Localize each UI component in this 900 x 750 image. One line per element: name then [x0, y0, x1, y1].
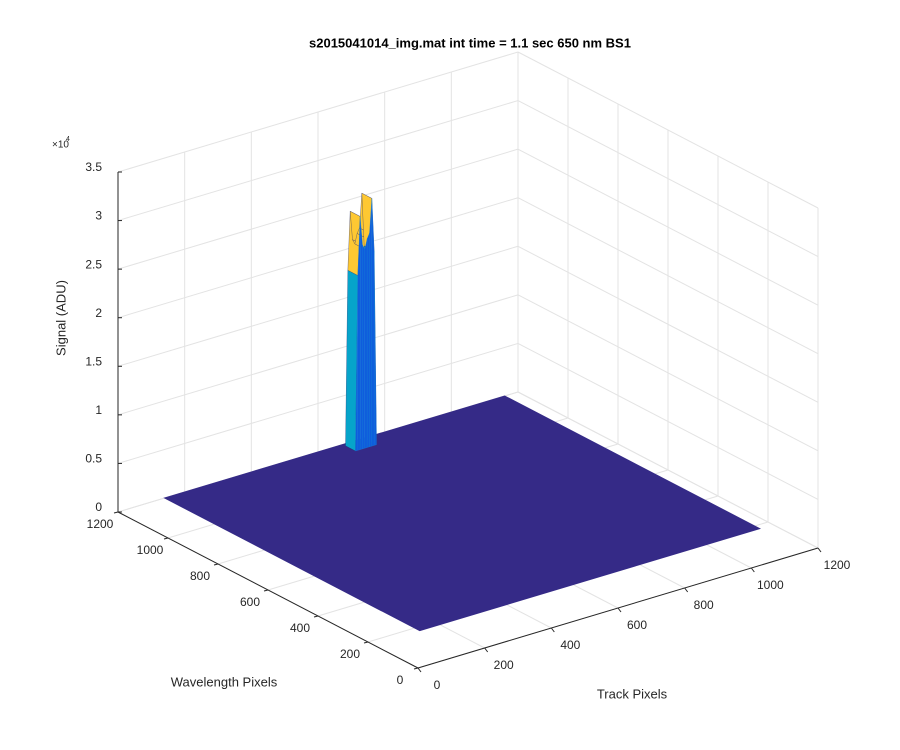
- y-tick: [113, 511, 119, 514]
- x-tick-label: 0: [434, 678, 441, 692]
- z-axis-label: Signal (ADU): [53, 280, 68, 356]
- grid-line: [117, 100, 519, 222]
- surface-peak-side: [360, 216, 363, 450]
- surface-peak-side: [362, 244, 365, 450]
- surface-peak-side: [369, 198, 372, 448]
- z-tick-label: 0.5: [85, 452, 102, 466]
- grid-line: [517, 391, 819, 549]
- z-multiplier-power: 4: [66, 136, 70, 143]
- grid-line: [517, 294, 819, 452]
- y-axis-label: Wavelength Pixels: [171, 674, 278, 689]
- y-tick: [313, 615, 319, 618]
- x-tick: [550, 627, 555, 633]
- grid-line: [117, 245, 519, 367]
- y-tick: [213, 563, 219, 566]
- y-tick: [363, 641, 369, 644]
- z-multiplier: ×10: [52, 140, 69, 151]
- grid-line: [517, 197, 819, 355]
- x-tick: [750, 567, 755, 573]
- grid-line: [117, 197, 519, 319]
- x-tick-label: 600: [627, 618, 647, 632]
- x-tick: [684, 587, 689, 593]
- y-tick: [413, 667, 419, 670]
- z-tick-label: 2: [95, 306, 102, 320]
- z-tick-label: 3.5: [85, 160, 102, 174]
- grid-line: [117, 342, 519, 464]
- x-tick-label: 1000: [757, 578, 784, 592]
- x-tick-label: 200: [494, 658, 514, 672]
- z-tick-label: 1.5: [85, 354, 102, 368]
- surface-peak-side: [371, 198, 375, 447]
- surface-peak-side: [367, 233, 370, 448]
- grid-line: [117, 51, 519, 173]
- grid-line: [517, 51, 819, 209]
- x-tick-label: 800: [694, 598, 714, 612]
- x-axis-label: Track Pixels: [597, 686, 668, 701]
- y-tick-label: 400: [290, 621, 310, 635]
- grid-line: [117, 294, 519, 416]
- y-tick-label: 1200: [87, 517, 114, 531]
- y-tick-label: 1000: [137, 543, 164, 557]
- x-tick: [617, 607, 622, 613]
- grid-line: [517, 148, 819, 306]
- grid-line: [117, 148, 519, 270]
- z-tick-label: 2.5: [85, 257, 102, 271]
- surface-peak-side: [374, 251, 377, 446]
- y-tick: [163, 537, 169, 540]
- y-tick-label: 600: [240, 595, 260, 609]
- z-tick-label: 0: [95, 500, 102, 514]
- x-tick-label: 400: [560, 638, 580, 652]
- y-tick-label: 0: [397, 673, 404, 687]
- x-tick: [417, 667, 422, 673]
- surface-peak-side: [364, 238, 368, 449]
- y-tick-label: 800: [190, 569, 210, 583]
- grid-line: [517, 100, 819, 258]
- surface-plane: [163, 395, 761, 632]
- x-tick: [484, 647, 489, 653]
- z-tick-label: 3: [95, 209, 102, 223]
- z-tick-label: 1: [95, 403, 102, 417]
- y-tick: [263, 589, 269, 592]
- x-tick: [817, 547, 822, 553]
- chart-title: s2015041014_img.mat int time = 1.1 sec 6…: [309, 35, 631, 50]
- grid-line: [517, 342, 819, 500]
- x-tick-label: 1200: [824, 558, 851, 572]
- grid-line: [517, 245, 819, 403]
- y-tick-label: 200: [340, 647, 360, 661]
